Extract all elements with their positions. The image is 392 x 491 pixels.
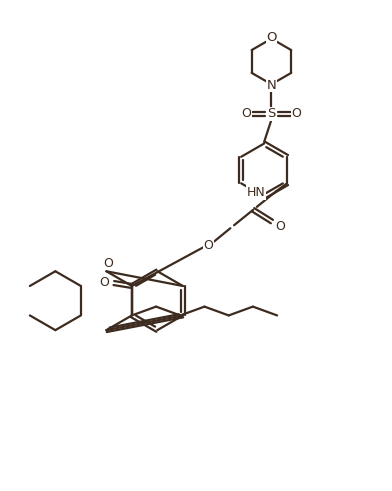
Text: O: O <box>203 240 213 252</box>
Text: O: O <box>99 276 109 289</box>
Text: HN: HN <box>247 186 266 199</box>
Text: S: S <box>267 107 276 120</box>
Text: N: N <box>267 79 276 91</box>
Text: O: O <box>266 31 277 44</box>
Text: O: O <box>103 257 113 270</box>
Text: O: O <box>241 107 251 120</box>
Text: O: O <box>292 107 301 120</box>
Text: O: O <box>275 220 285 233</box>
